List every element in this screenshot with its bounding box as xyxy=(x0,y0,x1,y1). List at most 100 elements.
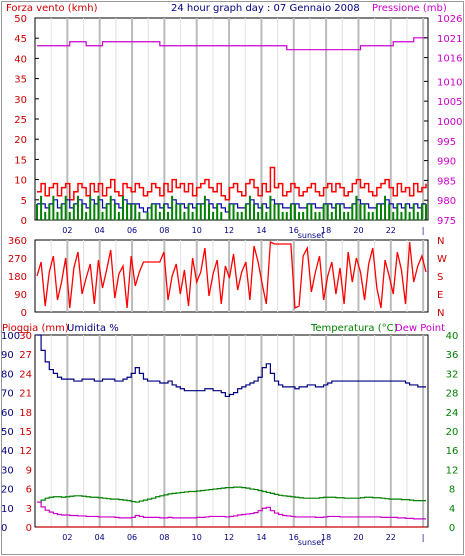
x-tick-label: 04 xyxy=(95,533,105,542)
rain-tick-label: 30 xyxy=(19,331,32,342)
x-tick-label: 14 xyxy=(256,226,266,235)
pressure-tick-label: 990 xyxy=(437,157,456,168)
rain-tick-label: 21 xyxy=(19,389,32,400)
pressure-tick-label: 1021 xyxy=(437,34,462,45)
rain-tick-label: 12 xyxy=(19,446,32,457)
compass-label: N xyxy=(437,236,444,247)
temperature-tick-label: 4 xyxy=(449,504,455,515)
x-tick-label: | xyxy=(422,226,425,235)
x-tick-label: 14 xyxy=(256,533,266,542)
series-humidity-line xyxy=(37,334,426,398)
pressure-tick-label: 985 xyxy=(437,176,456,187)
x-tick-label: 10 xyxy=(192,533,202,542)
temperature-tick-label: 32 xyxy=(446,369,459,380)
compass-label: N xyxy=(437,308,444,319)
wind-tick-label: 5 xyxy=(21,196,27,207)
temperature-tick-label: 24 xyxy=(446,408,459,419)
wind-tick-label: 15 xyxy=(14,155,27,166)
compass-label: E xyxy=(437,290,443,301)
direction-tick-label: 0 xyxy=(21,308,27,319)
series-temperature-line xyxy=(37,486,426,503)
pressure-tick-label: 975 xyxy=(437,216,456,227)
humidity-tick-label: 40 xyxy=(1,446,14,457)
wind-tick-label: 25 xyxy=(14,115,27,126)
rain-tick-label: 9 xyxy=(26,465,32,476)
x-tick-label: 06 xyxy=(127,226,137,235)
rain-tick-label: 18 xyxy=(19,408,32,419)
x-tick-label: 22 xyxy=(386,226,396,235)
humidity-tick-label: 60 xyxy=(1,408,14,419)
pressure-tick-label: 1016 xyxy=(437,54,462,65)
x-tick-label: 02 xyxy=(62,533,72,542)
wind-tick-label: 0 xyxy=(21,216,27,227)
compass-label: S xyxy=(437,272,443,283)
pressure-tick-label: 980 xyxy=(437,196,456,207)
x-tick-label: 16 xyxy=(289,226,299,235)
direction-tick-label: 180 xyxy=(8,272,27,283)
wind-tick-label: 35 xyxy=(14,75,27,86)
x-tick-label: 02 xyxy=(62,226,72,235)
temperature-tick-label: 28 xyxy=(446,389,459,400)
series-pressure-line xyxy=(37,37,426,51)
rain-tick-label: 27 xyxy=(19,350,32,361)
x-tick-label: 10 xyxy=(192,226,202,235)
x-tick-label: 06 xyxy=(127,533,137,542)
pressure-tick-label: 1010 xyxy=(437,77,462,88)
x-tick-label: 20 xyxy=(353,226,363,235)
x-tick-label: 12 xyxy=(224,533,234,542)
wind-tick-label: 40 xyxy=(14,54,27,65)
panel-temperature-frame xyxy=(34,334,429,528)
wind-tick-label: 20 xyxy=(14,135,27,146)
series-gust-line xyxy=(37,166,427,201)
wind-tick-label: 30 xyxy=(14,95,27,106)
pressure-axis-title: Pressione (mb) xyxy=(372,3,447,14)
humidity-legend: Umidita % xyxy=(67,323,119,334)
temperature-tick-label: 20 xyxy=(446,427,459,438)
x-tick-label: 20 xyxy=(353,533,363,542)
temperature-tick-label: 40 xyxy=(446,331,459,342)
sunset-label: sunset xyxy=(298,231,325,240)
humidity-tick-label: 10 xyxy=(1,504,14,515)
direction-tick-label: 360 xyxy=(8,236,27,247)
humidity-tick-label: 50 xyxy=(1,427,14,438)
series-dewpoint-line xyxy=(37,501,426,520)
x-tick-label: 12 xyxy=(224,226,234,235)
dewpoint-legend: Dew Point xyxy=(395,323,445,334)
rain-tick-label: 3 xyxy=(26,504,32,515)
pressure-tick-label: 1000 xyxy=(437,117,462,128)
pressure-tick-label: 1026 xyxy=(437,14,462,25)
x-tick-label: 22 xyxy=(386,533,396,542)
x-tick-label: 18 xyxy=(321,226,331,235)
humidity-tick-label: 30 xyxy=(1,465,14,476)
direction-tick-label: 270 xyxy=(8,254,27,265)
humidity-tick-label: 0 xyxy=(1,523,7,534)
rain-legend: Pioggia (mm) xyxy=(2,323,69,334)
temperature-tick-label: 36 xyxy=(446,350,459,361)
rain-tick-label: 0 xyxy=(26,523,32,534)
wind-axis-title: Forza vento (kmh) xyxy=(6,3,98,14)
x-tick-label: 08 xyxy=(159,533,169,542)
humidity-tick-label: 20 xyxy=(1,485,14,496)
humidity-tick-label: 90 xyxy=(1,350,14,361)
temperature-legend: Temperatura (°C) xyxy=(310,323,398,334)
x-tick-label: 08 xyxy=(159,226,169,235)
temperature-tick-label: 16 xyxy=(446,446,459,457)
series-direction-line xyxy=(36,240,427,310)
direction-tick-label: 90 xyxy=(14,290,27,301)
temperature-tick-label: 0 xyxy=(449,523,455,534)
compass-label: W xyxy=(437,254,447,265)
x-tick-label: 04 xyxy=(95,226,105,235)
humidity-tick-label: 100 xyxy=(1,331,20,342)
temperature-tick-label: 8 xyxy=(449,485,455,496)
wind-tick-label: 45 xyxy=(14,34,27,45)
sunset-label: sunset xyxy=(298,538,325,547)
wind-tick-label: 10 xyxy=(14,176,27,187)
x-tick-label: 18 xyxy=(321,533,331,542)
chart-title: 24 hour graph day : 07 Gennaio 2008 xyxy=(171,3,360,14)
humidity-tick-label: 70 xyxy=(1,389,14,400)
rain-tick-label: 6 xyxy=(26,485,32,496)
x-tick-label: | xyxy=(422,533,425,542)
rain-tick-label: 24 xyxy=(19,369,32,380)
